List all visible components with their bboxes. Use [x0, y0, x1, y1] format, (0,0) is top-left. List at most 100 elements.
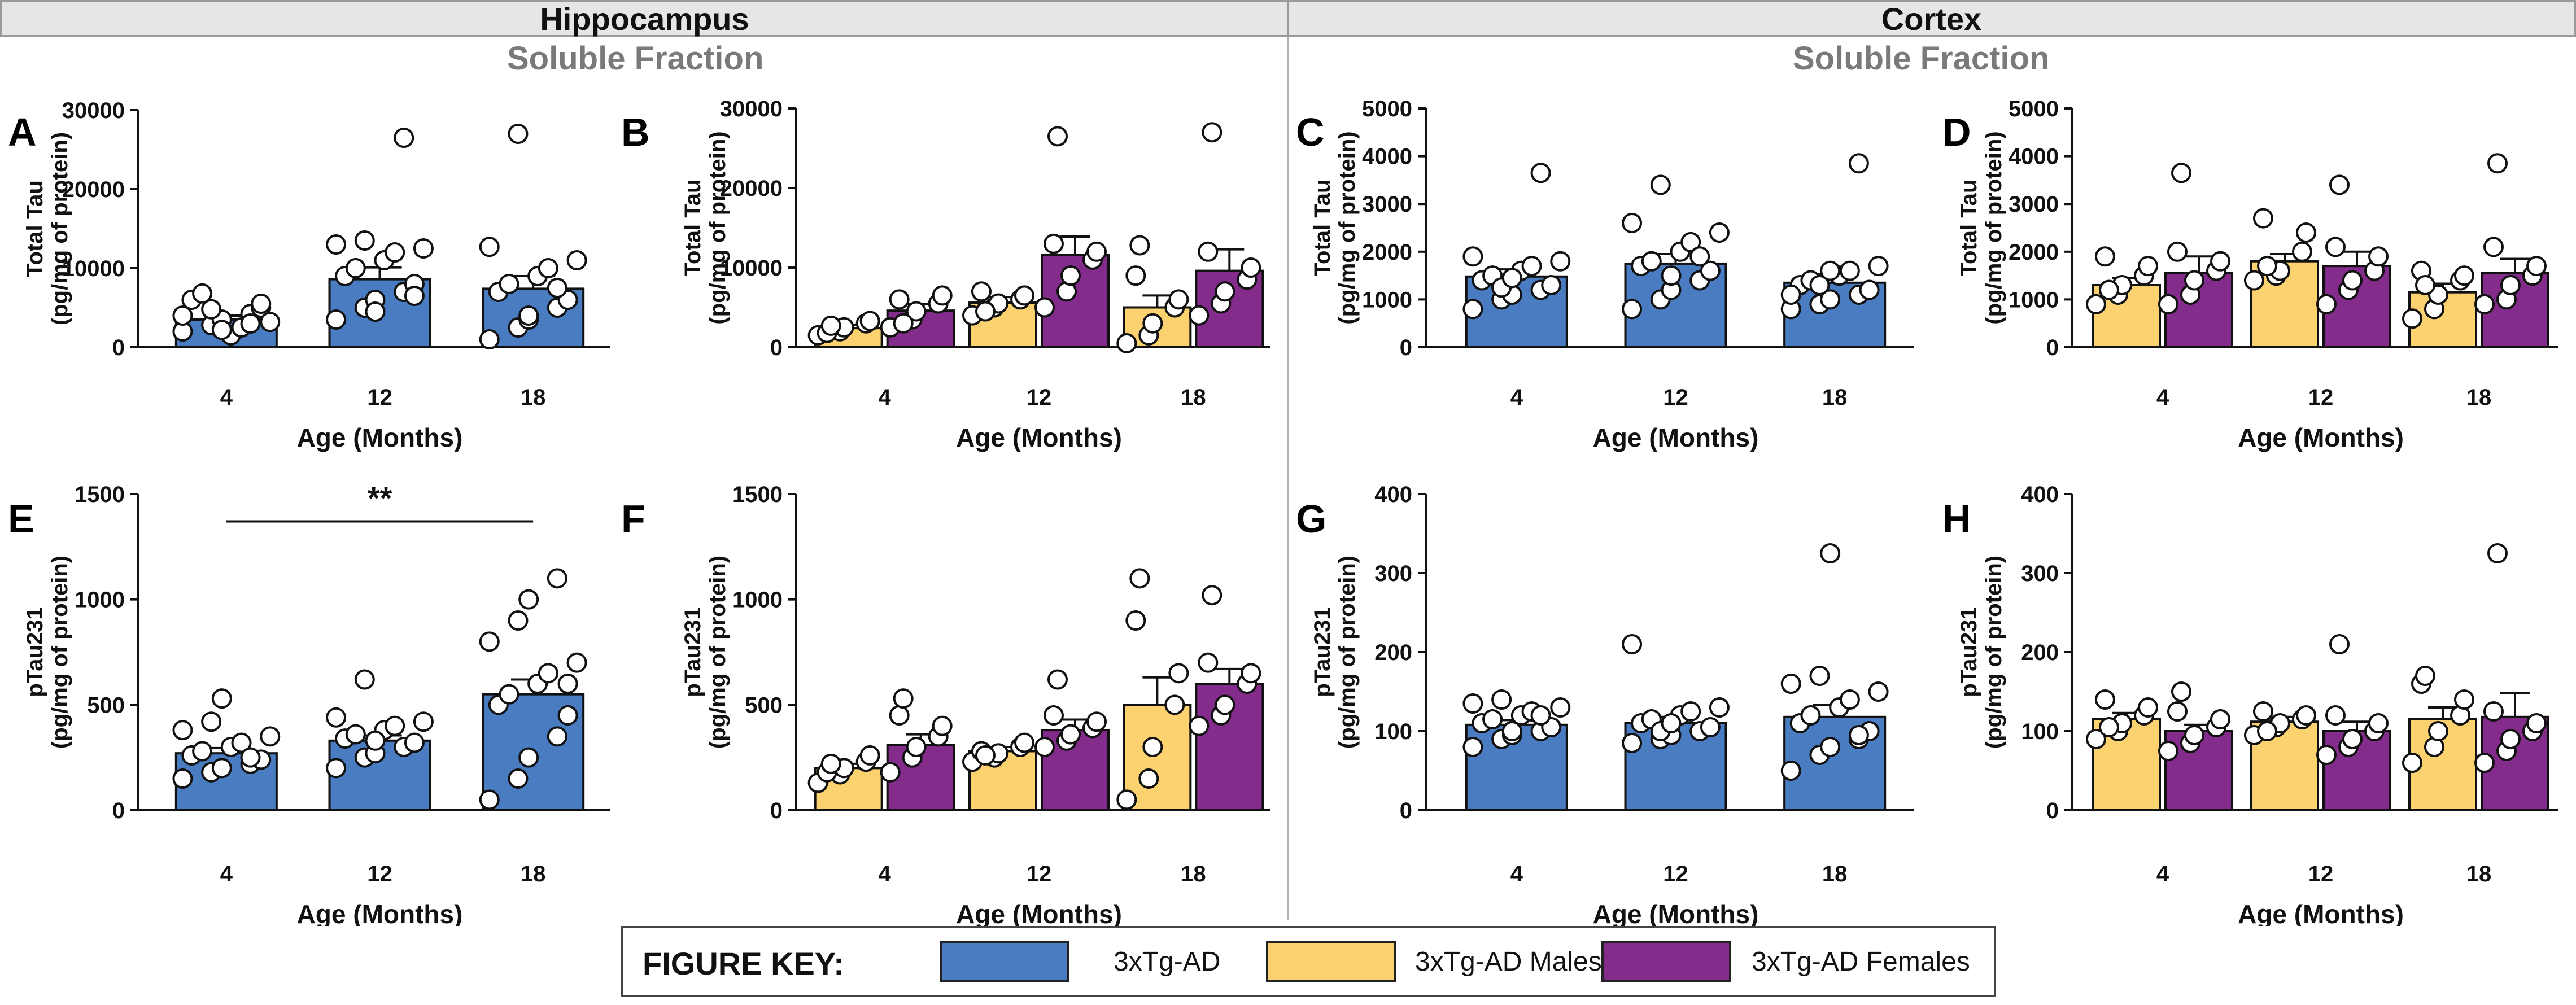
- panel-h-data-point: [2252, 701, 2273, 722]
- panel-f-x-tick-label: 4: [879, 862, 892, 886]
- panel-g-data-point: [1709, 697, 1730, 718]
- cortex-header: Cortex: [1287, 0, 2576, 37]
- panel-b-data-point: [932, 285, 953, 306]
- panel-a-data-point: [566, 250, 587, 270]
- panel-e-data-point: [538, 663, 558, 684]
- panel-b-data-point: [820, 315, 841, 336]
- panel-c-y-tick-label: 2000: [1362, 240, 1412, 265]
- panel-a-x-tick-label: 12: [367, 385, 392, 410]
- panel-f-data-point: [859, 745, 880, 766]
- panel-b-data-point: [1014, 285, 1035, 306]
- panel-a-y-label-line1: Total Tau: [23, 180, 47, 277]
- panel-a-data-point: [251, 294, 272, 314]
- panel-e-data-point: [557, 705, 578, 726]
- panel-f-data-point: [1116, 789, 1137, 810]
- panel-e-x-tick-label: 12: [367, 862, 392, 886]
- panel-d-data-point: [2098, 279, 2119, 300]
- panel-c-data-point: [1622, 299, 1643, 320]
- panel-f-data-point: [975, 745, 996, 766]
- panel-a-y-tick-label: 10000: [62, 256, 125, 281]
- cortex-title: Cortex: [1881, 1, 1982, 37]
- panel-f-data-point: [1198, 652, 1219, 673]
- panel-h-data-point: [2138, 697, 2159, 718]
- panel-e-data-point: [326, 707, 347, 728]
- panel-g-data-point: [1622, 634, 1643, 654]
- legend-label-males: 3xTg-AD Males: [1415, 947, 1602, 977]
- panel-c-data-point: [1689, 246, 1710, 267]
- panel-c-y-label-line2: (pg/mg of protein): [1335, 131, 1360, 324]
- panel-d-data-point: [2158, 294, 2178, 314]
- panel-h-x-tick-label: 18: [2466, 862, 2492, 886]
- panel-c-data-point: [1868, 256, 1889, 277]
- panel-d-data-point: [2171, 163, 2191, 183]
- panel-h-y-tick-label: 400: [2021, 482, 2059, 507]
- panel-f-x-tick-label: 18: [1181, 862, 1206, 886]
- panel-a-data-point: [508, 124, 529, 144]
- panel-a-data-point: [385, 242, 405, 263]
- panel-g-y-label-line2: (pg/mg of protein): [1335, 556, 1360, 749]
- panel-g-y-label-line1: pTau231: [1310, 607, 1335, 697]
- panel-c-data-point: [1530, 163, 1551, 183]
- panel-c-y-tick-label: 3000: [1362, 192, 1412, 217]
- panel-f-letter: F: [621, 497, 645, 541]
- panel-e-y-tick-label: 500: [87, 693, 125, 718]
- panel-b-x-tick-label: 12: [1027, 385, 1052, 410]
- panel-h-data-point: [2085, 729, 2106, 749]
- legend-label-combined: 3xTg-AD: [1114, 947, 1221, 977]
- panel-g-data-point: [1622, 733, 1643, 753]
- panel-d-y-label-line2: (pg/mg of protein): [1981, 131, 2006, 324]
- panel-g-data-point: [1550, 697, 1571, 718]
- panel-e-data-point: [518, 589, 539, 610]
- panel-d-data-point: [2402, 308, 2422, 329]
- panel-a-y-tick-label: 0: [112, 335, 125, 360]
- panel-e-x-label: Age (Months): [297, 899, 463, 926]
- panel-e-data-point: [404, 732, 425, 753]
- panel-c-data-point: [1521, 256, 1542, 277]
- figure-key: FIGURE KEY: 3xTg-AD 3xTg-AD Males 3xTg-A…: [621, 926, 1996, 997]
- panel-d-data-point: [2210, 251, 2231, 272]
- panel-g-data-point: [1820, 737, 1841, 757]
- panel-d-x-tick-label: 4: [2156, 385, 2169, 410]
- panel-c-data-point: [1820, 289, 1841, 310]
- panel-b-x-label: Age (Months): [956, 423, 1122, 452]
- panel-b-data-point: [1060, 265, 1081, 286]
- panel-a-data-point: [354, 230, 375, 251]
- panel-d-data-point: [2483, 237, 2504, 257]
- panel-g-data-point: [1809, 666, 1830, 686]
- panel-h-data-point: [2210, 709, 2231, 729]
- panel-g-y-tick-label: 300: [1374, 561, 1412, 586]
- panel-d-data-point: [2415, 275, 2435, 296]
- panel-f-data-point: [1138, 768, 1159, 789]
- panel-e-data-point: [547, 726, 567, 747]
- panel-e-y-label-line1: pTau231: [23, 607, 47, 697]
- panel-c-data-point: [1700, 260, 1721, 281]
- panel-h-y-tick-label: 0: [2046, 798, 2059, 823]
- panel-e-y-tick-label: 0: [112, 798, 125, 823]
- panel-h-data-point: [2329, 634, 2350, 654]
- panel-c-data-point: [1462, 299, 1483, 320]
- panel-b-y-label-line2: (pg/mg of protein): [705, 131, 730, 324]
- panel-a-data-point: [365, 302, 386, 322]
- panel-h-data-point: [2487, 543, 2508, 563]
- panel-a-data-point: [499, 274, 519, 294]
- panel-f-data-point: [1060, 724, 1081, 745]
- hippocampus-fraction-label: Soluble Fraction: [507, 40, 764, 77]
- panel-a-data-point: [345, 258, 366, 278]
- panel-g-data-point: [1780, 674, 1801, 694]
- panel-f-data-point: [1047, 669, 1068, 690]
- panel-b-y-tick-label: 0: [770, 335, 783, 360]
- panel-d-x-tick-label: 18: [2466, 385, 2492, 410]
- panel-d-y-label-line1: Total Tau: [1957, 180, 1981, 277]
- panel-g-data-point: [1700, 717, 1721, 737]
- panel-d-data-point: [2085, 294, 2106, 314]
- panel-a-data-point: [479, 329, 500, 349]
- panel-h-data-point: [2316, 745, 2337, 765]
- panel-a-data-point: [240, 313, 261, 334]
- panel-b-data-point: [1168, 289, 1189, 310]
- panel-d-data-point: [2329, 174, 2350, 195]
- panel-e-letter: E: [8, 497, 34, 541]
- panel-a-data-point: [547, 278, 567, 298]
- panel-c-data-point: [1809, 275, 1830, 296]
- panel-f-data-point: [1014, 732, 1035, 753]
- panel-b-data-point: [859, 311, 880, 331]
